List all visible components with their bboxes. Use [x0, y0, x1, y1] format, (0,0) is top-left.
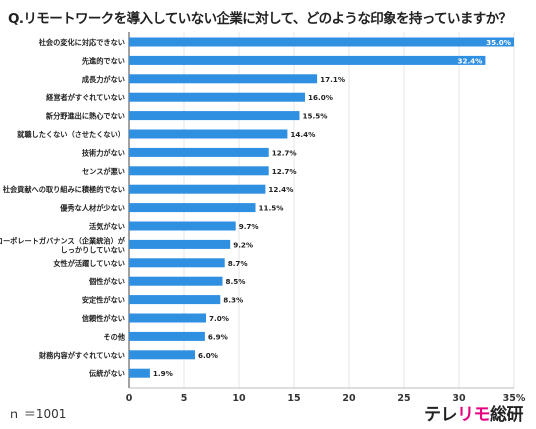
x-tick-label: 20: [342, 393, 356, 404]
category-label: 女性が活躍していない: [53, 259, 125, 268]
category-label: 活気がない: [89, 222, 125, 231]
value-label: 8.3%: [223, 296, 243, 305]
bar: [129, 313, 206, 323]
category-label: 財務内容がすぐれていない: [38, 351, 125, 360]
brand-part-1: テレ: [424, 405, 458, 425]
category-label: 技術力がない: [82, 148, 125, 157]
bar: [129, 37, 514, 47]
x-tick-label: 5: [181, 393, 188, 404]
bar: [129, 147, 269, 157]
x-tick-label: 15: [287, 393, 300, 404]
chart-title: Q.リモートワークを導入していない企業に対して、どのような印象を持っていますか？: [8, 11, 512, 27]
bar: [129, 331, 205, 341]
category-label: 社会の変化に対応できない: [38, 38, 125, 47]
value-label: 9.7%: [239, 222, 259, 231]
value-label: 17.1%: [320, 75, 345, 84]
bar: [129, 92, 305, 102]
value-label: 32.4%: [457, 56, 482, 65]
value-label: 15.5%: [303, 112, 328, 121]
value-label: 9.2%: [233, 240, 253, 249]
value-label: 35.0%: [486, 38, 511, 47]
bar: [129, 368, 150, 378]
x-tick-label: 30: [452, 393, 466, 404]
value-label: 12.7%: [272, 148, 297, 157]
category-label: その他: [103, 332, 125, 341]
x-tick-label: 10: [232, 393, 246, 404]
value-label: 16.0%: [308, 93, 333, 102]
value-label: 8.7%: [228, 259, 248, 268]
brand-part-2: リモ: [457, 405, 491, 425]
category-label: 成長力がない: [82, 75, 125, 84]
value-label: 8.5%: [226, 277, 246, 286]
bar: [129, 295, 221, 305]
bar: [129, 129, 288, 139]
value-label: 1.9%: [153, 369, 173, 378]
x-tick-label: 0: [126, 393, 133, 404]
x-tick-label: 25: [397, 393, 410, 404]
bar: [129, 350, 195, 360]
category-label: 安定性がない: [82, 296, 125, 305]
category-label: センスが悪い: [82, 167, 125, 176]
bar: [129, 166, 269, 176]
value-label: 12.7%: [272, 167, 297, 176]
bar: [129, 111, 300, 121]
bar: [129, 184, 266, 194]
sample-size-note: ｎ ＝1001: [8, 407, 67, 421]
bar: [129, 258, 225, 268]
category-label: 新分野進出に熱心でない: [46, 112, 125, 121]
value-label: 6.9%: [208, 332, 228, 341]
category-label: 伝統がない: [89, 369, 125, 378]
bar: [129, 221, 236, 231]
bar: [129, 74, 318, 84]
value-label: 12.4%: [268, 185, 293, 194]
bar: [129, 276, 223, 286]
category-label: 個性がない: [88, 277, 125, 286]
bar: [129, 203, 256, 213]
category-label: コーポレートガバナンス（企業統治）がしっかりしていない: [0, 236, 126, 254]
bar: [129, 55, 486, 65]
x-tick-label: 35%: [503, 393, 526, 404]
bar: [129, 239, 231, 249]
category-label: 経営者がすぐれていない: [46, 93, 125, 102]
value-label: 7.0%: [209, 314, 229, 323]
value-label: 6.0%: [198, 351, 218, 360]
category-label: 先進的でない: [82, 56, 125, 65]
category-label: 優秀な人材が少ない: [59, 204, 125, 213]
category-label: 就職したくない（させたくない）: [17, 130, 125, 139]
value-label: 11.5%: [259, 204, 284, 213]
brand-part-3: 総研: [490, 405, 524, 425]
category-label: 社会貢献への取り組みに積極的でない: [2, 185, 125, 194]
value-label: 14.4%: [290, 130, 315, 139]
category-label: 信頼性がない: [82, 314, 125, 323]
brand-logo: テレリモ総研: [424, 400, 524, 425]
